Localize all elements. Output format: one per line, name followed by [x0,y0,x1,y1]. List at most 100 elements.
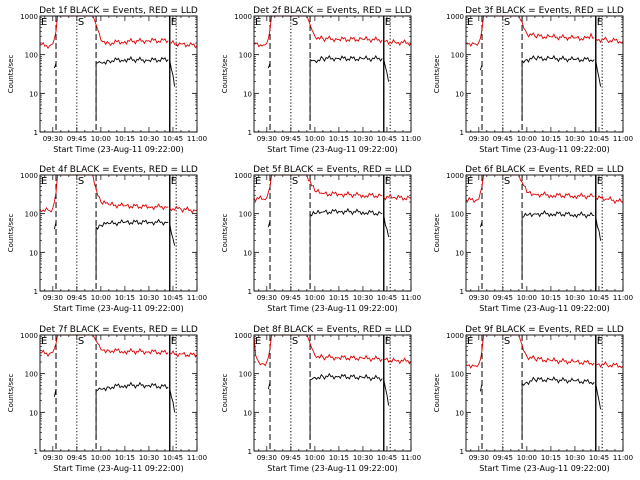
y-tick-label: 1000 [20,13,38,21]
event-marker-label: S [78,17,84,28]
lld-series-line [169,205,198,214]
x-axis-label: Start Time (23-Aug-11 09:22:00) [479,145,610,154]
event-marker-label: S [504,336,510,347]
x-tick-label: 10:00 [305,135,325,143]
lld-series-line [253,334,307,367]
plot-frame [253,334,412,452]
event-marker-label: E [171,336,177,347]
x-tick-label: 10:45 [377,294,397,302]
events-series-line [595,60,602,87]
x-tick-label: 10:45 [589,294,609,302]
y-tick-label: 100 [451,52,464,60]
event-marker-label: E [385,336,391,347]
y-axis-label: Counts/sec [433,374,441,413]
plot-frame [39,334,198,452]
chart-title: Det 9f BLACK = Events, RED = LLD [465,325,624,335]
x-tick-label: 09:45 [281,294,301,302]
x-tick-label: 10:30 [139,454,159,462]
x-tick-label: 09:30 [469,135,489,143]
events-series-line [309,207,383,280]
chart-title: Det 5f BLACK = Events, RED = LLD [253,165,412,175]
lld-series-line [306,334,383,363]
x-tick-label: 10:30 [565,454,585,462]
x-tick-label: 09:30 [257,294,277,302]
y-tick-label: 1 [248,288,252,296]
y-tick-label: 100 [239,371,252,379]
x-tick-label: 11:00 [187,294,207,302]
x-tick-label: 10:30 [353,294,373,302]
y-axis-label: Counts/sec [7,374,15,413]
y-tick-label: 1000 [234,332,252,340]
chart-title: Det 6f BLACK = Events, RED = LLD [465,165,624,175]
y-axis-label: Counts/sec [7,214,15,253]
x-tick-label: 10:45 [589,135,609,143]
y-tick-label: 1000 [446,332,464,340]
chart-title: Det 7f BLACK = Events, RED = LLD [39,325,198,335]
x-tick-label: 10:15 [541,294,561,302]
plot-frame [39,15,198,133]
y-axis-label: Counts/sec [221,374,229,413]
lld-series-line [253,15,307,48]
y-tick-label: 10 [455,249,464,257]
x-tick-label: 10:30 [139,135,159,143]
x-tick-label: 11:00 [613,135,633,143]
x-axis-label: Start Time (23-Aug-11 09:22:00) [267,304,398,313]
y-tick-label: 10 [29,409,38,417]
y-tick-label: 1000 [20,172,38,180]
chart-panel-9: Det 9f BLACK = Events, RED = LLD Counts/s… [433,325,633,473]
x-axis-label: Start Time (23-Aug-11 09:22:00) [479,304,610,313]
plot-frame [39,174,198,292]
x-tick-label: 10:30 [565,294,585,302]
chart-title: Det 8f BLACK = Events, RED = LLD [253,325,412,335]
x-axis-label: Start Time (23-Aug-11 09:22:00) [479,464,610,473]
x-tick-label: 10:00 [517,135,537,143]
chart-panel-5: Det 5f BLACK = Events, RED = LLD Counts/s… [221,165,421,313]
events-series-line [383,379,390,406]
x-tick-label: 11:00 [613,294,633,302]
event-marker-label: S [292,176,298,187]
chart-panel-8: Det 8f BLACK = Events, RED = LLD Counts/s… [221,325,421,473]
events-series-line [521,376,595,440]
x-tick-label: 10:30 [353,454,373,462]
event-marker-label: E [385,17,391,28]
event-marker-label: E [171,17,177,28]
event-marker-label: E [41,336,47,347]
lld-series-line [306,15,383,44]
y-tick-label: 1 [248,448,252,456]
x-tick-label: 10:30 [139,294,159,302]
events-series-line [53,63,57,69]
lld-series-line [383,38,412,47]
x-tick-label: 09:30 [469,294,489,302]
events-series-line [53,389,57,397]
x-tick-label: 11:00 [401,294,421,302]
x-tick-label: 09:30 [43,294,63,302]
y-tick-label: 1000 [234,13,252,21]
x-axis-label: Start Time (23-Aug-11 09:22:00) [53,464,184,473]
x-axis-label: Start Time (23-Aug-11 09:22:00) [53,304,184,313]
x-tick-label: 10:00 [91,454,111,462]
y-axis-label: Counts/sec [7,55,15,94]
y-tick-label: 1 [248,129,252,137]
x-tick-label: 10:15 [115,454,135,462]
x-tick-label: 09:45 [67,135,87,143]
x-tick-label: 10:00 [517,294,537,302]
y-tick-label: 10 [455,409,464,417]
y-tick-label: 100 [239,52,252,60]
chart-title: Det 3f BLACK = Events, RED = LLD [465,6,624,16]
event-marker-label: E [41,17,47,28]
chart-panel-7: Det 7f BLACK = Events, RED = LLD Counts/s… [7,325,207,473]
event-marker-label: E [597,336,603,347]
lld-series-line [40,15,93,50]
events-series-line [521,54,595,121]
chart-title: Det 2f BLACK = Events, RED = LLD [253,6,412,16]
events-series-line [169,60,176,87]
x-tick-label: 10:15 [115,294,135,302]
x-tick-label: 11:00 [187,454,207,462]
y-tick-label: 10 [29,90,38,98]
plot-frame [253,15,412,133]
event-marker-label: E [467,17,473,28]
lld-series-line [39,334,93,357]
x-tick-label: 11:00 [187,135,207,143]
events-series-line [595,217,602,241]
y-axis-label: Counts/sec [433,55,441,94]
